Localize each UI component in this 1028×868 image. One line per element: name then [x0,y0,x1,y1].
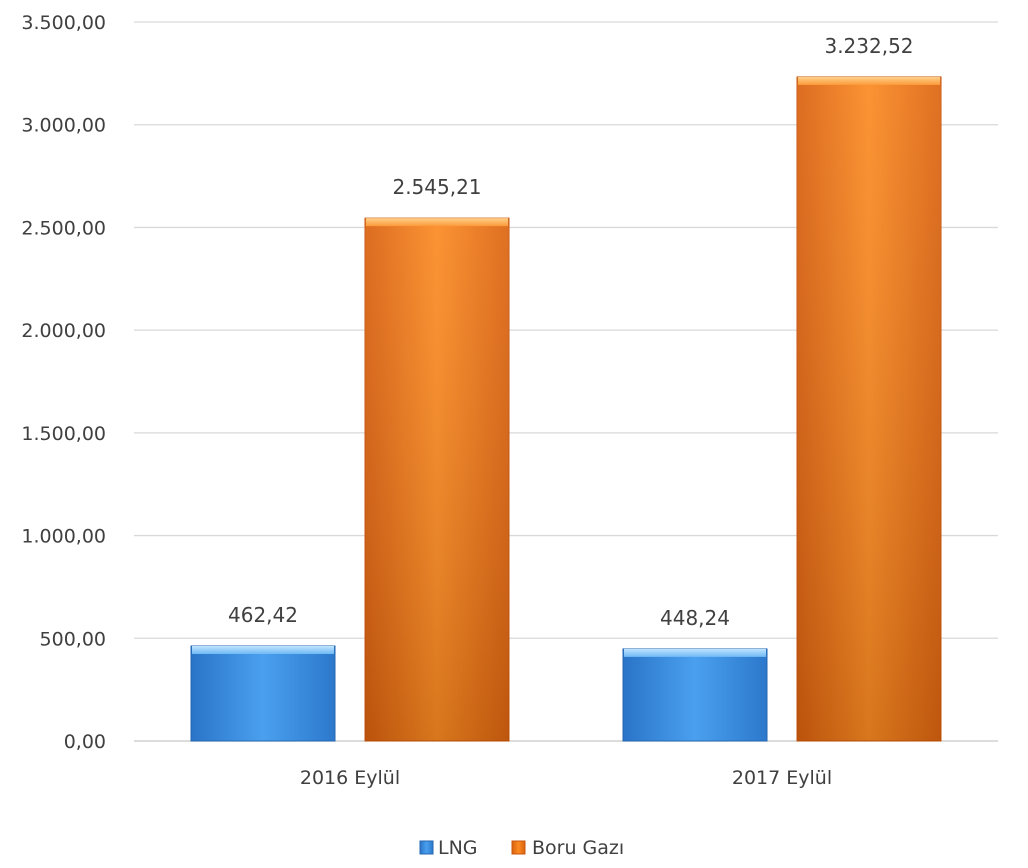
legend: LNG Boru Gazı [419,837,624,859]
bar-top-bevel [798,76,940,85]
y-tick-label: 1.500,00 [21,423,106,445]
bar-top-bevel [192,646,334,655]
x-axis-categories: 2016 Eylül 2017 Eylül [300,767,832,789]
bar-top-bevel [624,648,766,657]
bars [190,76,942,742]
y-tick-label: 0,00 [64,731,106,753]
y-axis-ticks: 0,00 500,00 1.000,00 1.500,00 2.000,00 2.500,… [21,12,106,753]
bar-lng [190,645,336,742]
legend-label-boru-gazi: Boru Gazı [532,837,624,859]
legend-swatch-lng [419,840,434,855]
data-label: 2.545,21 [392,175,481,199]
y-tick-label: 3.500,00 [21,12,106,34]
y-tick-label: 3.000,00 [21,115,106,137]
y-tick-label: 2.500,00 [21,217,106,239]
x-category-label: 2017 Eylül [732,767,832,789]
legend-swatch-boru-gazi [511,840,526,855]
bar-shading [797,76,941,741]
legend-label-lng: LNG [438,837,478,859]
bar-top-bevel [366,218,508,227]
bar-shading [365,218,509,742]
data-labels: 462,42 2.545,21 448,24 3.232,52 [228,34,914,630]
y-tick-label: 2.000,00 [21,320,106,342]
x-category-label: 2016 Eylül [300,767,400,789]
y-tick-label: 1.000,00 [21,526,106,548]
y-tick-label: 500,00 [40,628,106,650]
gridlines [134,21,998,742]
data-label: 3.232,52 [824,34,913,58]
bar-lng [622,648,768,742]
data-label: 462,42 [228,603,298,627]
data-label: 448,24 [660,606,730,630]
